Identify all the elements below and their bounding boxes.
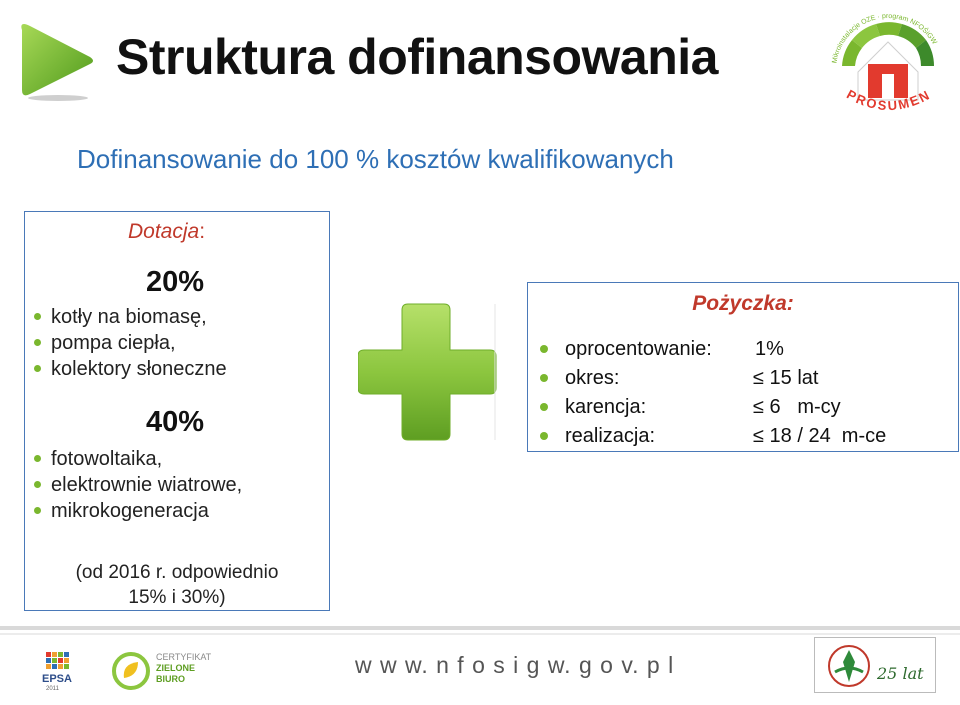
leaf-circle-icon xyxy=(112,652,150,690)
list-item: kolektory słoneczne xyxy=(34,356,227,382)
footer-divider xyxy=(0,633,960,635)
pozyczka-box xyxy=(527,282,959,452)
list-item: mikrokogeneracja xyxy=(34,498,242,524)
dotacja-box xyxy=(24,211,330,611)
cert-line: ZIELONE xyxy=(156,663,196,673)
dotacja-20-percent: 20% xyxy=(146,266,205,298)
nfos-25-text: 25 lat xyxy=(877,664,924,683)
list-item: elektrownie wiatrowe, xyxy=(34,472,242,498)
list-item: pompa ciepła, xyxy=(34,330,227,356)
nfos-25-logo: 25 lat xyxy=(814,637,936,693)
note-line: (od 2016 r. odpowiednio xyxy=(75,562,279,583)
prosument-logo-icon: Mikroinstalacje OZE · program NFOŚiGW PR… xyxy=(822,0,943,125)
zielone-biuro-logo: CERTYFIKAT ZIELONE BIURO xyxy=(112,650,224,692)
dotacja-heading: Dotacja: xyxy=(128,220,206,243)
epsa-text: EPSA xyxy=(42,673,72,685)
list-item: fotowoltaika, xyxy=(34,446,242,472)
loan-value: ≤ 15 lat xyxy=(753,367,819,389)
loan-value: 1% xyxy=(755,338,784,360)
dotacja-20-list: kotły na biomasę, pompa ciepła, kolektor… xyxy=(34,304,227,382)
cert-line: BIURO xyxy=(156,674,185,684)
cert-line: CERTYFIKAT xyxy=(156,652,212,662)
loan-label: oprocentowanie: xyxy=(565,338,712,360)
plus-icon xyxy=(358,303,497,441)
nfos-emblem-icon xyxy=(828,645,870,687)
loan-label: realizacja: xyxy=(565,425,656,447)
loan-label: okres: xyxy=(565,367,620,389)
pozyczka-heading: Pożyczka: xyxy=(692,292,794,315)
loan-value: ≤ 18 / 24 m-ce xyxy=(753,425,887,447)
loan-label: karencja: xyxy=(565,396,647,418)
footer-url[interactable]: w w w. n f o s i g w. g o v. p l xyxy=(355,652,675,678)
play-logo-icon xyxy=(21,24,93,101)
list-item: kotły na biomasę, xyxy=(34,304,227,330)
dotacja-note: (od 2016 r. odpowiednio 15% i 30%) xyxy=(26,560,328,610)
loan-value: ≤ 6 m-cy xyxy=(753,396,841,418)
dotacja-40-list: fotowoltaika, elektrownie wiatrowe, mikr… xyxy=(34,446,242,524)
footer-divider xyxy=(0,626,960,630)
note-line: 15% i 30%) xyxy=(128,587,226,608)
subtitle: Dofinansowanie do 100 % kosztów kwalifik… xyxy=(77,144,674,174)
page-title: Struktura dofinansowania xyxy=(116,29,718,85)
epsa-logo-icon: EPSA 2011 xyxy=(42,652,72,692)
dotacja-40-percent: 40% xyxy=(146,406,205,438)
epsa-year: 2011 xyxy=(46,686,60,692)
